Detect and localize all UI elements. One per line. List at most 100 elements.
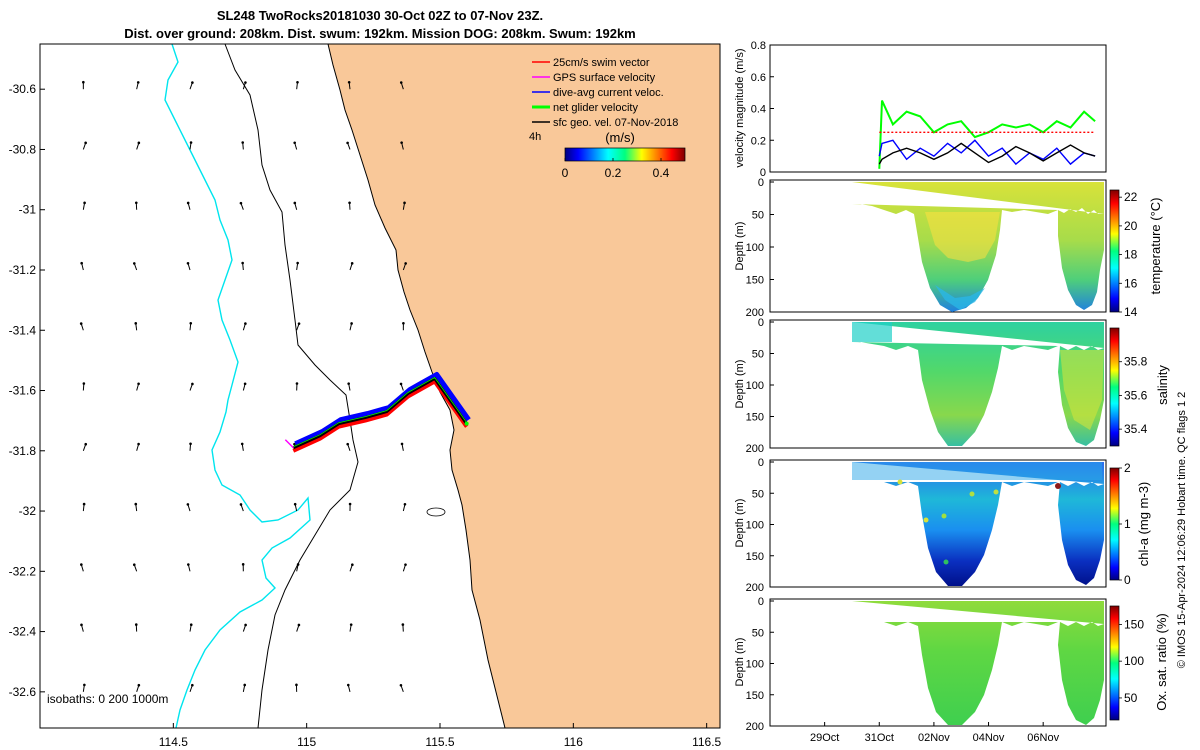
colorbar-tick-label: 14 bbox=[1124, 305, 1138, 319]
glider-track bbox=[284, 372, 471, 453]
velocity-vector-arrow bbox=[189, 382, 194, 391]
depth-tick-label: 150 bbox=[746, 551, 764, 563]
velocity-vector-arrow bbox=[82, 502, 86, 512]
isobath-200 bbox=[224, 43, 359, 729]
rottnest-island bbox=[426, 507, 446, 517]
credit-text: © IMOS 15-Apr-2024 12:06:29 Hobart time.… bbox=[1176, 392, 1188, 669]
depth-tick-label: 100 bbox=[746, 659, 764, 671]
velocity-vector-arrow bbox=[402, 262, 407, 271]
chla-hotspots bbox=[897, 479, 1061, 565]
map-lon-tick-label: 116.5 bbox=[692, 735, 721, 749]
velocity-y-tick-label: 0.8 bbox=[751, 40, 766, 52]
velocity-vector-arrow bbox=[349, 322, 353, 331]
map-lon-tick-label: 116 bbox=[564, 735, 583, 749]
colorbar-tick-label: 35.8 bbox=[1124, 355, 1148, 369]
depth-tick-label: 50 bbox=[752, 488, 764, 500]
map-latitude-axis: -30.6 -30.8 -31 -31.2 -31.4 -31.6 -31.8 -32 -32.… bbox=[9, 82, 45, 699]
temperature-warm-core bbox=[925, 212, 1000, 262]
surface-velocity-field bbox=[79, 80, 407, 693]
depth-tick-label: 200 bbox=[746, 582, 764, 594]
chla-section bbox=[852, 462, 1104, 586]
velocity-vector-arrow bbox=[80, 563, 84, 572]
velocity-vector-arrow bbox=[239, 503, 244, 512]
legend-swim-label: 25cm/s swim vector bbox=[553, 57, 650, 69]
velocity-vector-arrow bbox=[82, 141, 87, 150]
velocity-vector-arrow bbox=[80, 623, 84, 632]
velocity-vector-arrow bbox=[296, 623, 301, 632]
colorbar-tick-label: 0 bbox=[1124, 573, 1131, 587]
depth-tick-label: 0 bbox=[758, 457, 764, 469]
map-lat-tick-label: -32.6 bbox=[9, 685, 37, 699]
chla-hotspot bbox=[969, 491, 975, 497]
temperature-ylabel: Depth (m) bbox=[734, 222, 746, 271]
temperature-axes: 0 50 100 150 200 14 16 18 20 22 bbox=[746, 177, 1138, 319]
map-land bbox=[328, 44, 720, 728]
velocity-vector-arrow bbox=[242, 683, 247, 692]
velocity-series-line bbox=[878, 142, 1096, 165]
map-lat-tick-label: -32 bbox=[19, 504, 37, 518]
map-lat-tick-label: -31.8 bbox=[9, 444, 37, 458]
map-longitude-axis: 114.5 115 115.5 116 116.5 bbox=[159, 723, 722, 749]
map-lat-tick-label: -30.6 bbox=[9, 82, 37, 96]
depth-tick-label: 100 bbox=[746, 520, 764, 532]
chla-colorbar-label: chl-a (mg m-3) bbox=[1136, 482, 1151, 567]
velocity-y-tick-label: 0.6 bbox=[751, 72, 766, 84]
map-lat-tick-label: -31.6 bbox=[9, 384, 37, 398]
velocity-vector-arrow bbox=[134, 502, 138, 512]
chla-colorbar bbox=[1109, 467, 1120, 581]
velocity-vector-arrow bbox=[241, 141, 245, 150]
chla-ylabel: Depth (m) bbox=[734, 499, 746, 548]
velocity-vector-arrow bbox=[346, 683, 351, 692]
chart-title-line-2: Dist. over ground: 208km. Dist. swum: 19… bbox=[124, 26, 636, 41]
velocity-vector-arrow bbox=[242, 382, 247, 391]
velocity-vector-arrow bbox=[347, 80, 351, 90]
track-swim-vector bbox=[292, 379, 469, 453]
velocity-vector-arrow bbox=[241, 563, 245, 572]
map-lat-tick-label: -31.2 bbox=[9, 263, 37, 277]
chla-hotspot bbox=[1055, 483, 1061, 489]
velocity-y-tick-label: 0.4 bbox=[751, 104, 766, 116]
velocity-vector-arrow bbox=[189, 623, 193, 632]
colorbar-tick-label: 2 bbox=[1124, 461, 1131, 475]
velocity-vector-arrow bbox=[293, 201, 298, 210]
oxygen-section bbox=[852, 601, 1104, 725]
velocity-vector-arrow bbox=[136, 81, 140, 90]
depth-tick-label: 150 bbox=[746, 690, 764, 702]
salinity-high-patch bbox=[1060, 350, 1104, 430]
velocity-vector-arrow bbox=[82, 382, 86, 391]
map-lon-tick-label: 115.5 bbox=[425, 735, 454, 749]
depth-tick-label: 50 bbox=[752, 627, 764, 639]
velocity-vector-arrow bbox=[402, 502, 407, 512]
velocity-vector-arrow bbox=[136, 382, 140, 391]
velocity-vector-arrow bbox=[346, 141, 351, 150]
velocity-vector-arrow bbox=[80, 261, 84, 271]
colorbar-tick-label: 20 bbox=[1124, 219, 1138, 233]
velocity-ylabel: velocity magnitude (m/s) bbox=[734, 48, 746, 167]
velocity-panel: 0 0.2 0.4 0.6 0.8 velocity magnitude (m/s) bbox=[734, 40, 1107, 179]
colorbar-unit-label: (m/s) bbox=[605, 130, 635, 145]
colorbar-tick-label: 35.4 bbox=[1124, 422, 1148, 436]
depth-tick-label: 200 bbox=[746, 307, 764, 319]
velocity-vector-arrow bbox=[189, 141, 193, 150]
velocity-vector-arrow bbox=[402, 563, 407, 572]
chla-hotspot bbox=[993, 489, 999, 495]
legend-dive-label: dive-avg current veloc. bbox=[553, 87, 664, 99]
date-tick-label: 06Nov bbox=[1027, 732, 1059, 744]
date-tick-label: 29Oct bbox=[810, 732, 839, 744]
legend-gps-label: GPS surface velocity bbox=[553, 72, 656, 84]
date-tick-label: 04Nov bbox=[973, 732, 1005, 744]
oxygen-axes: 0 50 100 150 200 50 100 150 29Oct 31Oct 02Nov 04Nov… bbox=[746, 596, 1145, 744]
velocity-vector-arrow bbox=[399, 81, 404, 90]
depth-tick-label: 50 bbox=[752, 210, 764, 222]
colorbar-tick-label: 100 bbox=[1124, 654, 1144, 668]
velocity-vector-arrow bbox=[293, 141, 298, 150]
velocity-colorbar bbox=[564, 147, 686, 162]
velocity-vector-arrow bbox=[296, 80, 299, 90]
map-lat-tick-label: -32.2 bbox=[9, 564, 37, 578]
map-lon-tick-label: 114.5 bbox=[159, 735, 188, 749]
colorbar-tick-label: 0.4 bbox=[653, 166, 670, 180]
velocity-vector-arrow bbox=[134, 322, 138, 331]
velocity-vector-arrow bbox=[189, 442, 192, 451]
salinity-ylabel: Depth (m) bbox=[734, 360, 746, 409]
